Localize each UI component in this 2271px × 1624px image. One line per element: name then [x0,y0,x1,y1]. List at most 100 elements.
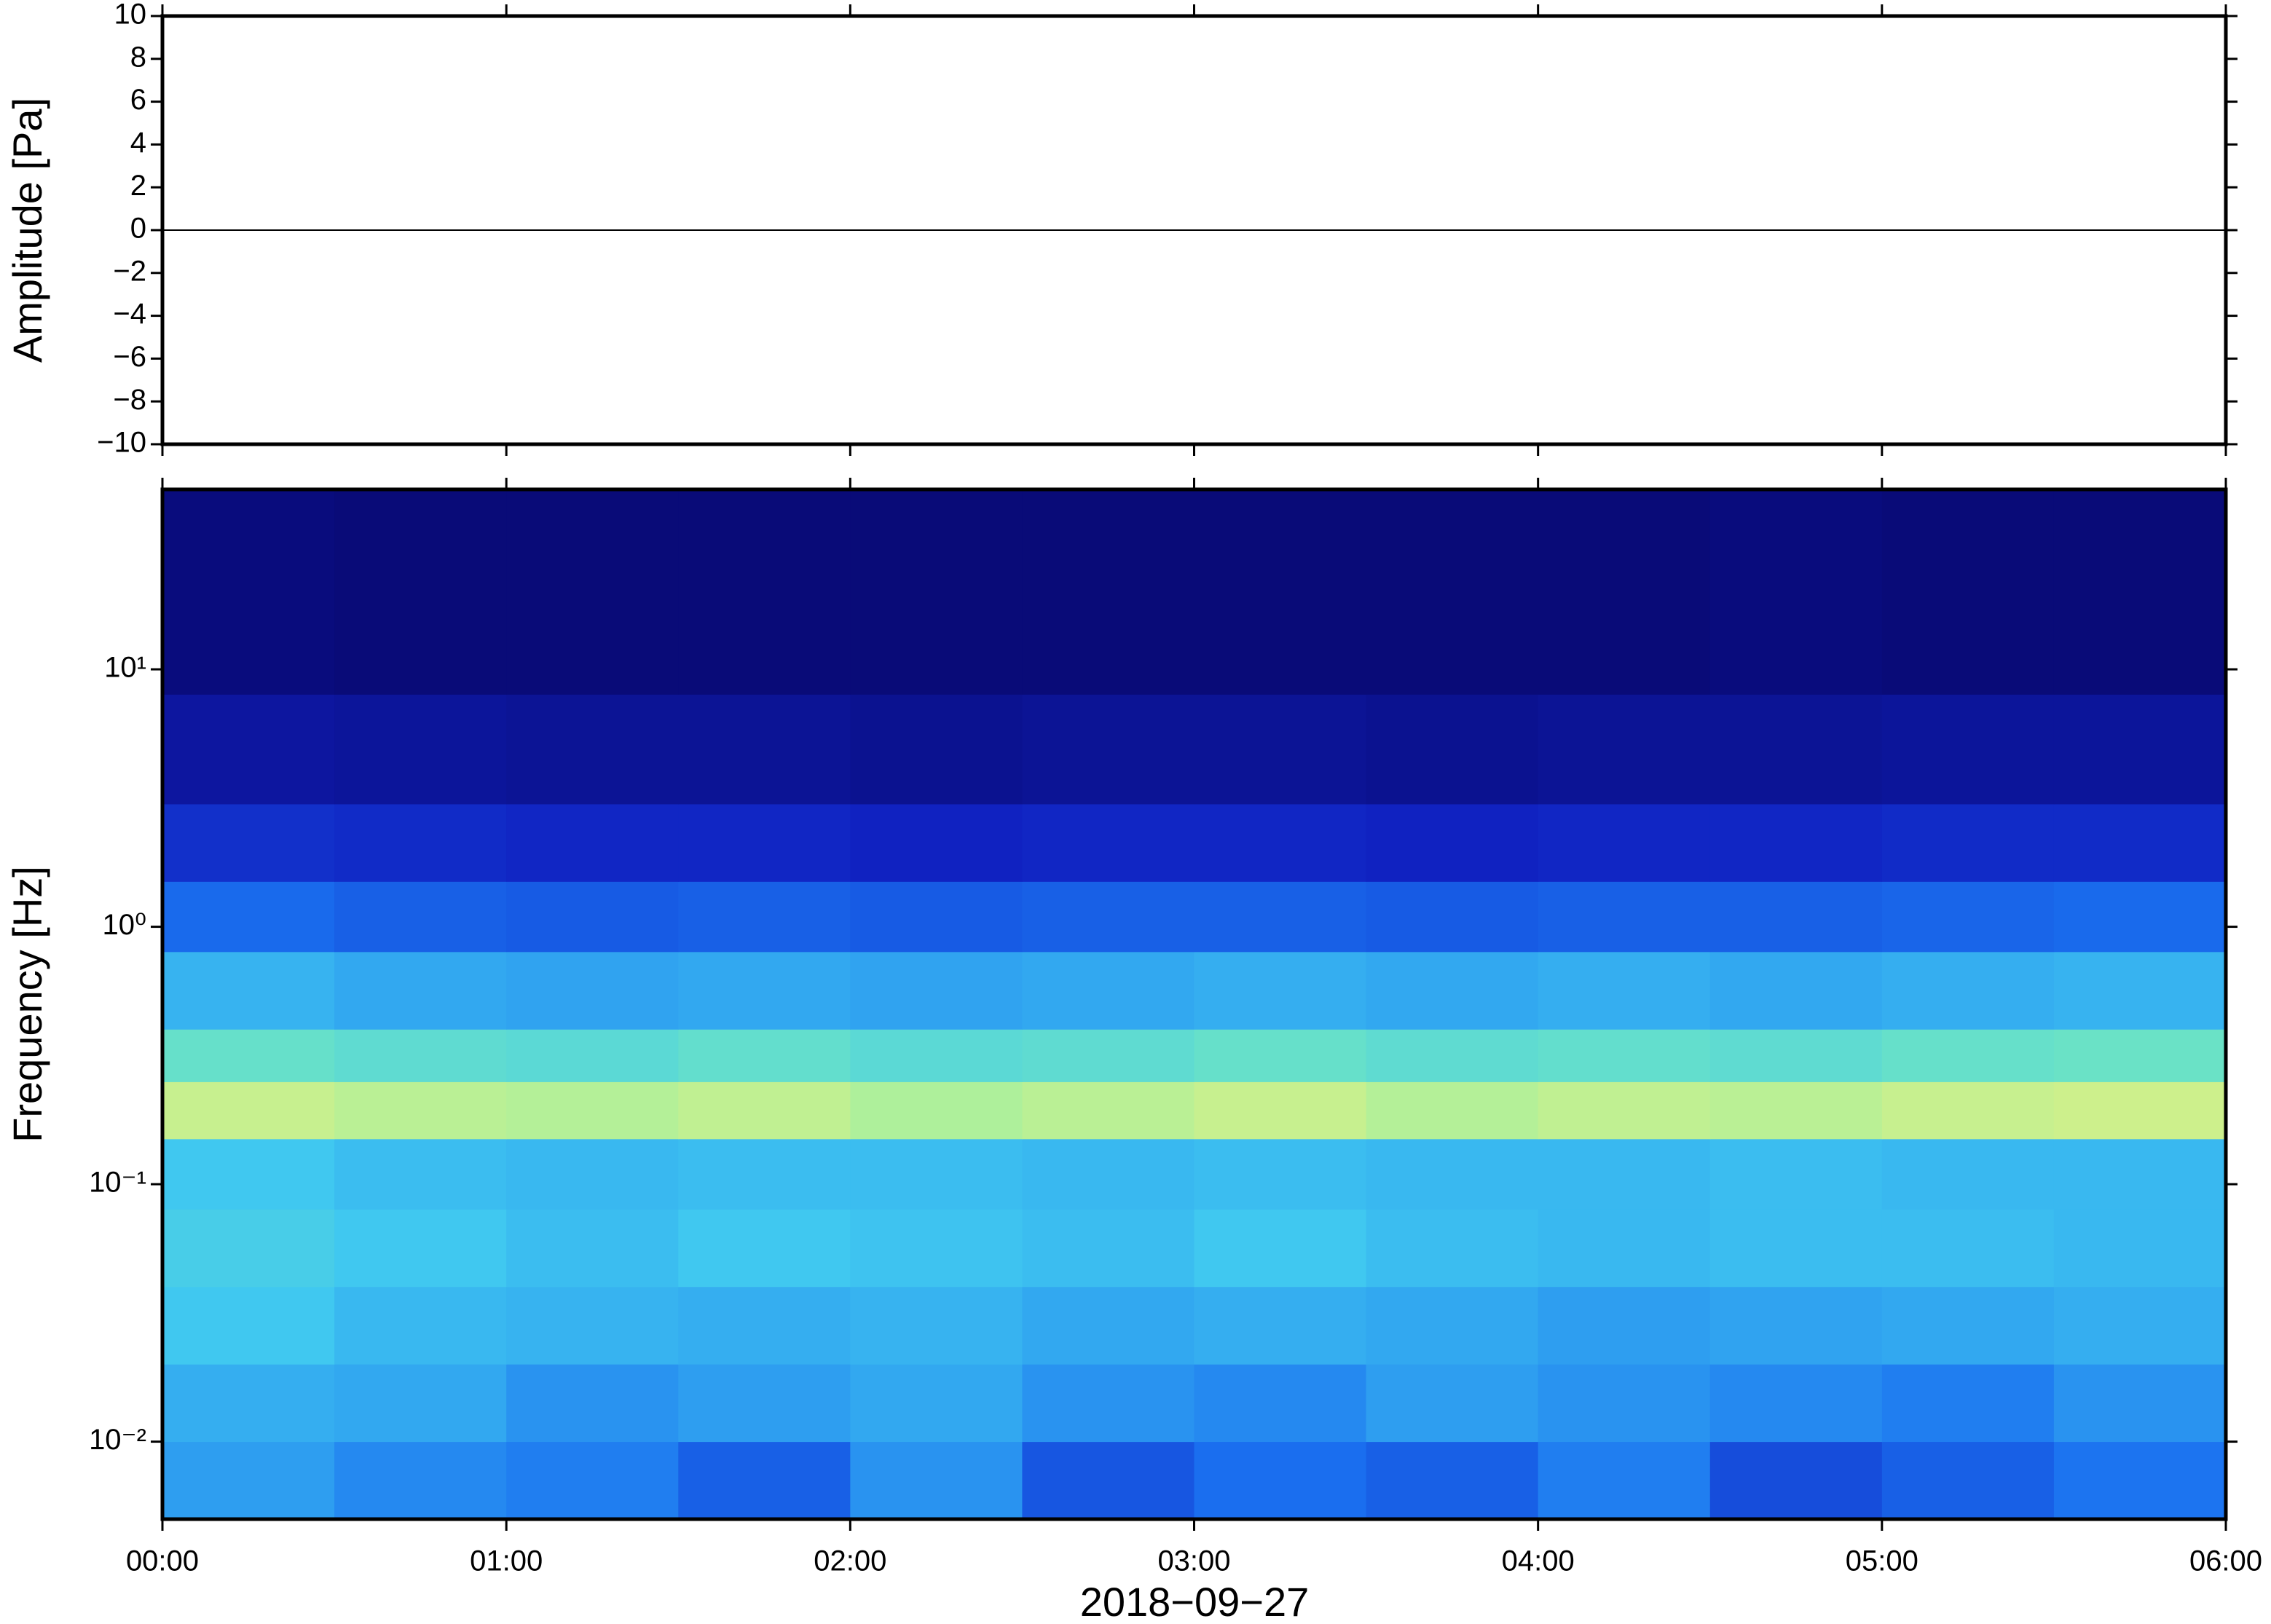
spectrogram-cell [506,1081,679,1140]
spectrogram-cell [1366,1081,1539,1140]
spectrogram-cell [1194,694,1367,805]
spectrogram-cell [1709,489,1883,695]
y-axis-label: Frequency [Hz] [4,866,50,1143]
spectrogram-cell [850,803,1023,882]
spectrogram-cell [1366,1364,1539,1443]
spectrogram-cell [1538,489,1711,695]
spectrogram-cell [1366,1286,1539,1365]
y-tick-label: −4 [113,298,146,330]
spectrogram-cell [678,803,851,882]
spectrogram-cell [506,694,679,805]
spectrogram-cell [678,881,851,953]
spectrogram-cell [1366,1029,1539,1082]
spectrogram-cell [334,1364,507,1443]
spectrogram-cell [1538,1364,1711,1443]
spectrogram-cell [678,1209,851,1288]
spectrogram-cell [1194,1029,1367,1082]
spectrogram-cell [334,1286,507,1365]
spectrogram-cell [1194,803,1367,882]
spectrogram-cell [162,1441,335,1520]
spectrogram-cell [334,1029,507,1082]
spectrogram-cell [1709,951,1883,1030]
spectrogram-cell [678,694,851,805]
spectrogram-cell [678,1364,851,1443]
spectrogram-cell [2053,951,2227,1030]
spectrogram-cell [1194,1441,1367,1520]
spectrogram-cell [1022,694,1194,805]
spectrogram-cell [1194,1286,1367,1365]
spectrogram-cell [162,694,335,805]
spectrogram-cell [2053,694,2227,805]
spectrogram-cell [1709,1364,1883,1443]
spectrogram-cell [334,951,507,1030]
spectrogram-cell [162,1209,335,1288]
y-tick-label: 10 [114,0,147,31]
spectrogram-cell [162,1364,335,1443]
spectrogram-cell [850,881,1023,953]
spectrogram-cell [1709,1441,1883,1520]
spectrogram-cell [2053,489,2227,695]
spectrogram-cell [506,951,679,1030]
spectrogram-cell [334,1138,507,1210]
spectrogram-cell [506,489,679,695]
spectrogram-cell [334,881,507,953]
x-tick-label: 05:00 [1846,1545,1918,1577]
spectrogram-cell [506,1286,679,1365]
spectrogram-cell [162,489,335,695]
spectrogram-cell [1538,1441,1711,1520]
spectrogram-cell [162,1029,335,1082]
y-tick-label: −2 [113,255,146,287]
spectrogram-cell [162,951,335,1030]
spectrogram-cell [506,1209,679,1288]
spectrogram-cell [1538,1209,1711,1288]
spectrogram-cell [2053,1286,2227,1365]
spectrogram-cell [334,1209,507,1288]
spectrogram-cell [2053,881,2227,953]
spectrogram-cell [1538,1138,1711,1210]
spectrogram-cell [1366,951,1539,1030]
spectrogram-cell [1709,1029,1883,1082]
spectrogram-cell [678,1441,851,1520]
spectrogram-cell [1538,694,1711,805]
spectrogram-cell [1881,1029,2055,1082]
spectrogram-cell [1022,1364,1194,1443]
spectrogram-cell [678,1138,851,1210]
y-tick-label: 2 [130,170,146,202]
spectrogram-cell [1881,489,2055,695]
spectrogram-cell [1538,1029,1711,1082]
spectrogram-cell [1022,1029,1194,1082]
x-tick-label: 02:00 [814,1545,886,1577]
spectrogram-cell [850,1138,1023,1210]
spectrogram-cell [678,951,851,1030]
x-tick-label: 06:00 [2189,1545,2262,1577]
spectrogram-cell [334,489,507,695]
spectrogram-cell [1881,1441,2055,1520]
spectrogram-cell [506,803,679,882]
y-tick-label: 10⁰ [102,909,146,941]
spectrogram-cell [1022,1138,1194,1210]
spectrogram-cell [850,1364,1023,1443]
spectrogram-cell [334,1441,507,1520]
spectrogram-cell [1709,1286,1883,1365]
x-axis-label: 2018−09−27 [1080,1579,1310,1624]
spectrogram-cell [678,489,851,695]
spectrogram-cell [1366,694,1539,805]
spectrogram-cell [1881,803,2055,882]
spectrogram-cell [1709,1138,1883,1210]
spectrogram-cell [1709,881,1883,953]
spectrogram-cell [1881,1138,2055,1210]
spectrogram-cell [678,1081,851,1140]
spectrogram-cell [1022,803,1194,882]
spectrogram-cell [1881,1209,2055,1288]
y-tick-label: 4 [130,127,146,159]
spectrogram-cell [1366,803,1539,882]
spectrogram-cell [1194,951,1367,1030]
spectrogram-cell [1881,1364,2055,1443]
spectrogram-cell [1194,489,1367,695]
spectrogram-cell [162,1286,335,1365]
spectrogram-cell [1194,1209,1367,1288]
spectrogram-cell [1022,1441,1194,1520]
y-tick-label: 10⁻¹ [89,1167,146,1199]
spectrogram-cell [506,1364,679,1443]
spectrogram-cell [1366,489,1539,695]
